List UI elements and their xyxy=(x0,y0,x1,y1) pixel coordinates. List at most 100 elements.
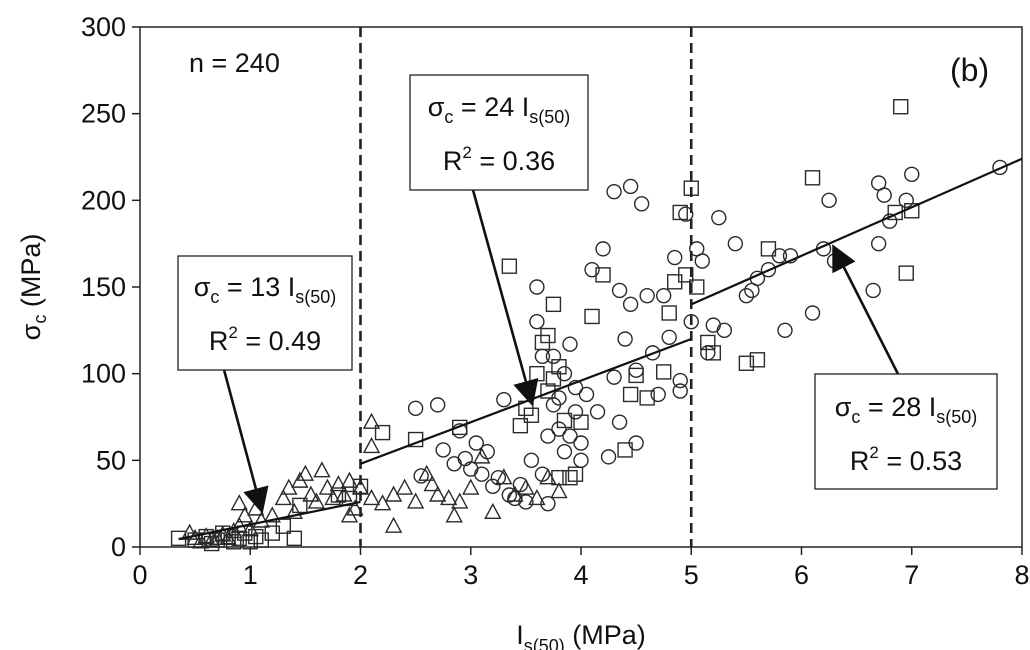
y-tick-label: 250 xyxy=(81,99,126,129)
circle-data-point xyxy=(446,456,462,472)
square-data-point xyxy=(330,487,347,503)
circle-data-point xyxy=(584,261,600,278)
circle-data-point xyxy=(562,428,578,444)
circle-data-point xyxy=(705,317,721,333)
circle-data-point xyxy=(551,390,567,406)
circle-data-point xyxy=(540,428,556,444)
circle-data-point xyxy=(452,423,468,439)
circle-data-point xyxy=(992,159,1008,176)
square-data-point xyxy=(893,99,909,115)
circle-data-point xyxy=(678,206,694,222)
circle-data-point xyxy=(578,386,595,403)
square-data-point xyxy=(529,365,545,382)
circle-data-point xyxy=(661,329,677,345)
circle-data-point xyxy=(429,397,446,413)
circle-data-point xyxy=(523,452,540,469)
x-tick-label: 3 xyxy=(463,560,478,590)
x-tick-label: 5 xyxy=(684,560,699,590)
circle-data-point xyxy=(485,478,501,495)
triangle-data-point xyxy=(373,494,392,511)
square-data-point xyxy=(804,170,821,186)
square-data-point xyxy=(248,528,264,545)
square-data-point xyxy=(545,296,562,313)
circle-data-point xyxy=(644,345,661,361)
triangle-data-point xyxy=(484,502,502,520)
square-data-point xyxy=(738,355,755,371)
triangle-data-point xyxy=(313,461,331,478)
triangle-data-point xyxy=(517,478,535,495)
circle-data-point xyxy=(600,449,617,465)
svg-text:σc = 24 Is(50): σc = 24 Is(50) xyxy=(428,92,571,127)
square-data-point xyxy=(275,518,292,534)
triangle-data-point xyxy=(384,516,403,533)
fit-line-mid xyxy=(360,337,692,465)
circle-data-point xyxy=(727,235,744,252)
circle-data-point xyxy=(771,248,788,264)
circle-data-point xyxy=(760,261,777,278)
square-data-point xyxy=(567,466,584,482)
y-tick-label: 150 xyxy=(81,272,126,302)
square-data-point xyxy=(374,424,391,441)
triangle-data-point xyxy=(423,475,441,492)
circle-data-point xyxy=(435,442,451,458)
circle-data-point xyxy=(474,466,490,482)
triangle-data-point xyxy=(395,478,414,495)
circle-data-point xyxy=(672,383,688,399)
triangle-data-point xyxy=(274,488,292,506)
x-tick-label: 4 xyxy=(573,560,588,590)
triangle-data-point xyxy=(462,478,480,495)
triangle-data-point xyxy=(362,412,381,429)
circle-data-point xyxy=(479,443,495,460)
circle-data-point xyxy=(777,322,793,339)
square-data-point xyxy=(639,390,655,406)
square-data-point xyxy=(749,352,766,368)
square-data-point xyxy=(286,530,303,547)
triangle-data-point xyxy=(241,520,259,537)
circle-data-point xyxy=(567,379,584,396)
square-data-point xyxy=(452,419,468,436)
square-data-point xyxy=(628,367,644,384)
circle-data-point xyxy=(534,466,551,482)
annotation-low: σc = 13 Is(50) R2 = 0.49 xyxy=(177,255,353,371)
circle-data-point xyxy=(898,192,914,209)
triangle-data-point xyxy=(451,492,469,509)
circle-data-point xyxy=(716,322,733,339)
circle-data-point xyxy=(507,490,523,507)
square-data-point xyxy=(617,442,633,458)
triangle-data-point xyxy=(324,488,342,506)
circle-data-point xyxy=(407,400,424,417)
circle-data-point xyxy=(628,362,644,378)
annotation-arrow-low xyxy=(221,365,269,514)
circle-data-point xyxy=(529,279,545,295)
circle-data-point xyxy=(622,296,639,313)
triangle-data-point xyxy=(550,482,568,499)
annotation-mid: σc = 24 Is(50) R2 = 0.36 xyxy=(409,74,589,191)
square-data-point xyxy=(551,469,567,486)
x-tick-label: 8 xyxy=(1014,560,1029,590)
triangle-data-point xyxy=(445,506,463,523)
square-data-point xyxy=(689,279,705,295)
triangle-data-point xyxy=(329,475,348,492)
square-data-point xyxy=(214,525,231,541)
triangle-data-point xyxy=(230,494,248,511)
circle-data-point xyxy=(683,313,699,330)
triangle-data-point xyxy=(440,488,458,506)
square-data-point xyxy=(292,497,308,514)
circle-data-point xyxy=(606,183,622,200)
square-data-point xyxy=(556,412,573,429)
circle-data-point xyxy=(865,282,881,299)
y-tick-label: 100 xyxy=(81,359,126,389)
square-data-point xyxy=(584,308,600,325)
triangle-data-point xyxy=(406,492,425,509)
y-tick-label: 200 xyxy=(81,185,126,215)
circle-data-point xyxy=(512,476,529,493)
circle-data-point xyxy=(567,404,584,420)
svg-text:σc = 28 Is(50): σc = 28 Is(50) xyxy=(835,392,978,427)
square-data-point xyxy=(523,407,540,423)
svg-text:R2 = 0.49: R2 = 0.49 xyxy=(209,323,321,356)
circle-data-point xyxy=(700,345,716,361)
square-data-point xyxy=(540,327,556,344)
circle-data-point xyxy=(529,313,545,330)
circle-data-point xyxy=(490,469,507,486)
